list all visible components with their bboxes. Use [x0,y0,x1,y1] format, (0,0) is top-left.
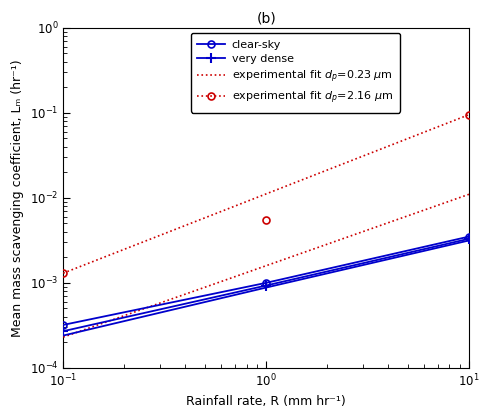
Y-axis label: Mean mass scavenging coefficient, Lₘ (hr⁻¹): Mean mass scavenging coefficient, Lₘ (hr… [11,59,24,336]
X-axis label: Rainfall rate, R (mm hr⁻¹): Rainfall rate, R (mm hr⁻¹) [186,395,346,408]
Legend: clear-sky, very dense, experimental fit $d_p$=0.23 $\mu$m, experimental fit $d_p: clear-sky, very dense, experimental fit … [191,33,400,113]
Title: (b): (b) [256,11,276,25]
